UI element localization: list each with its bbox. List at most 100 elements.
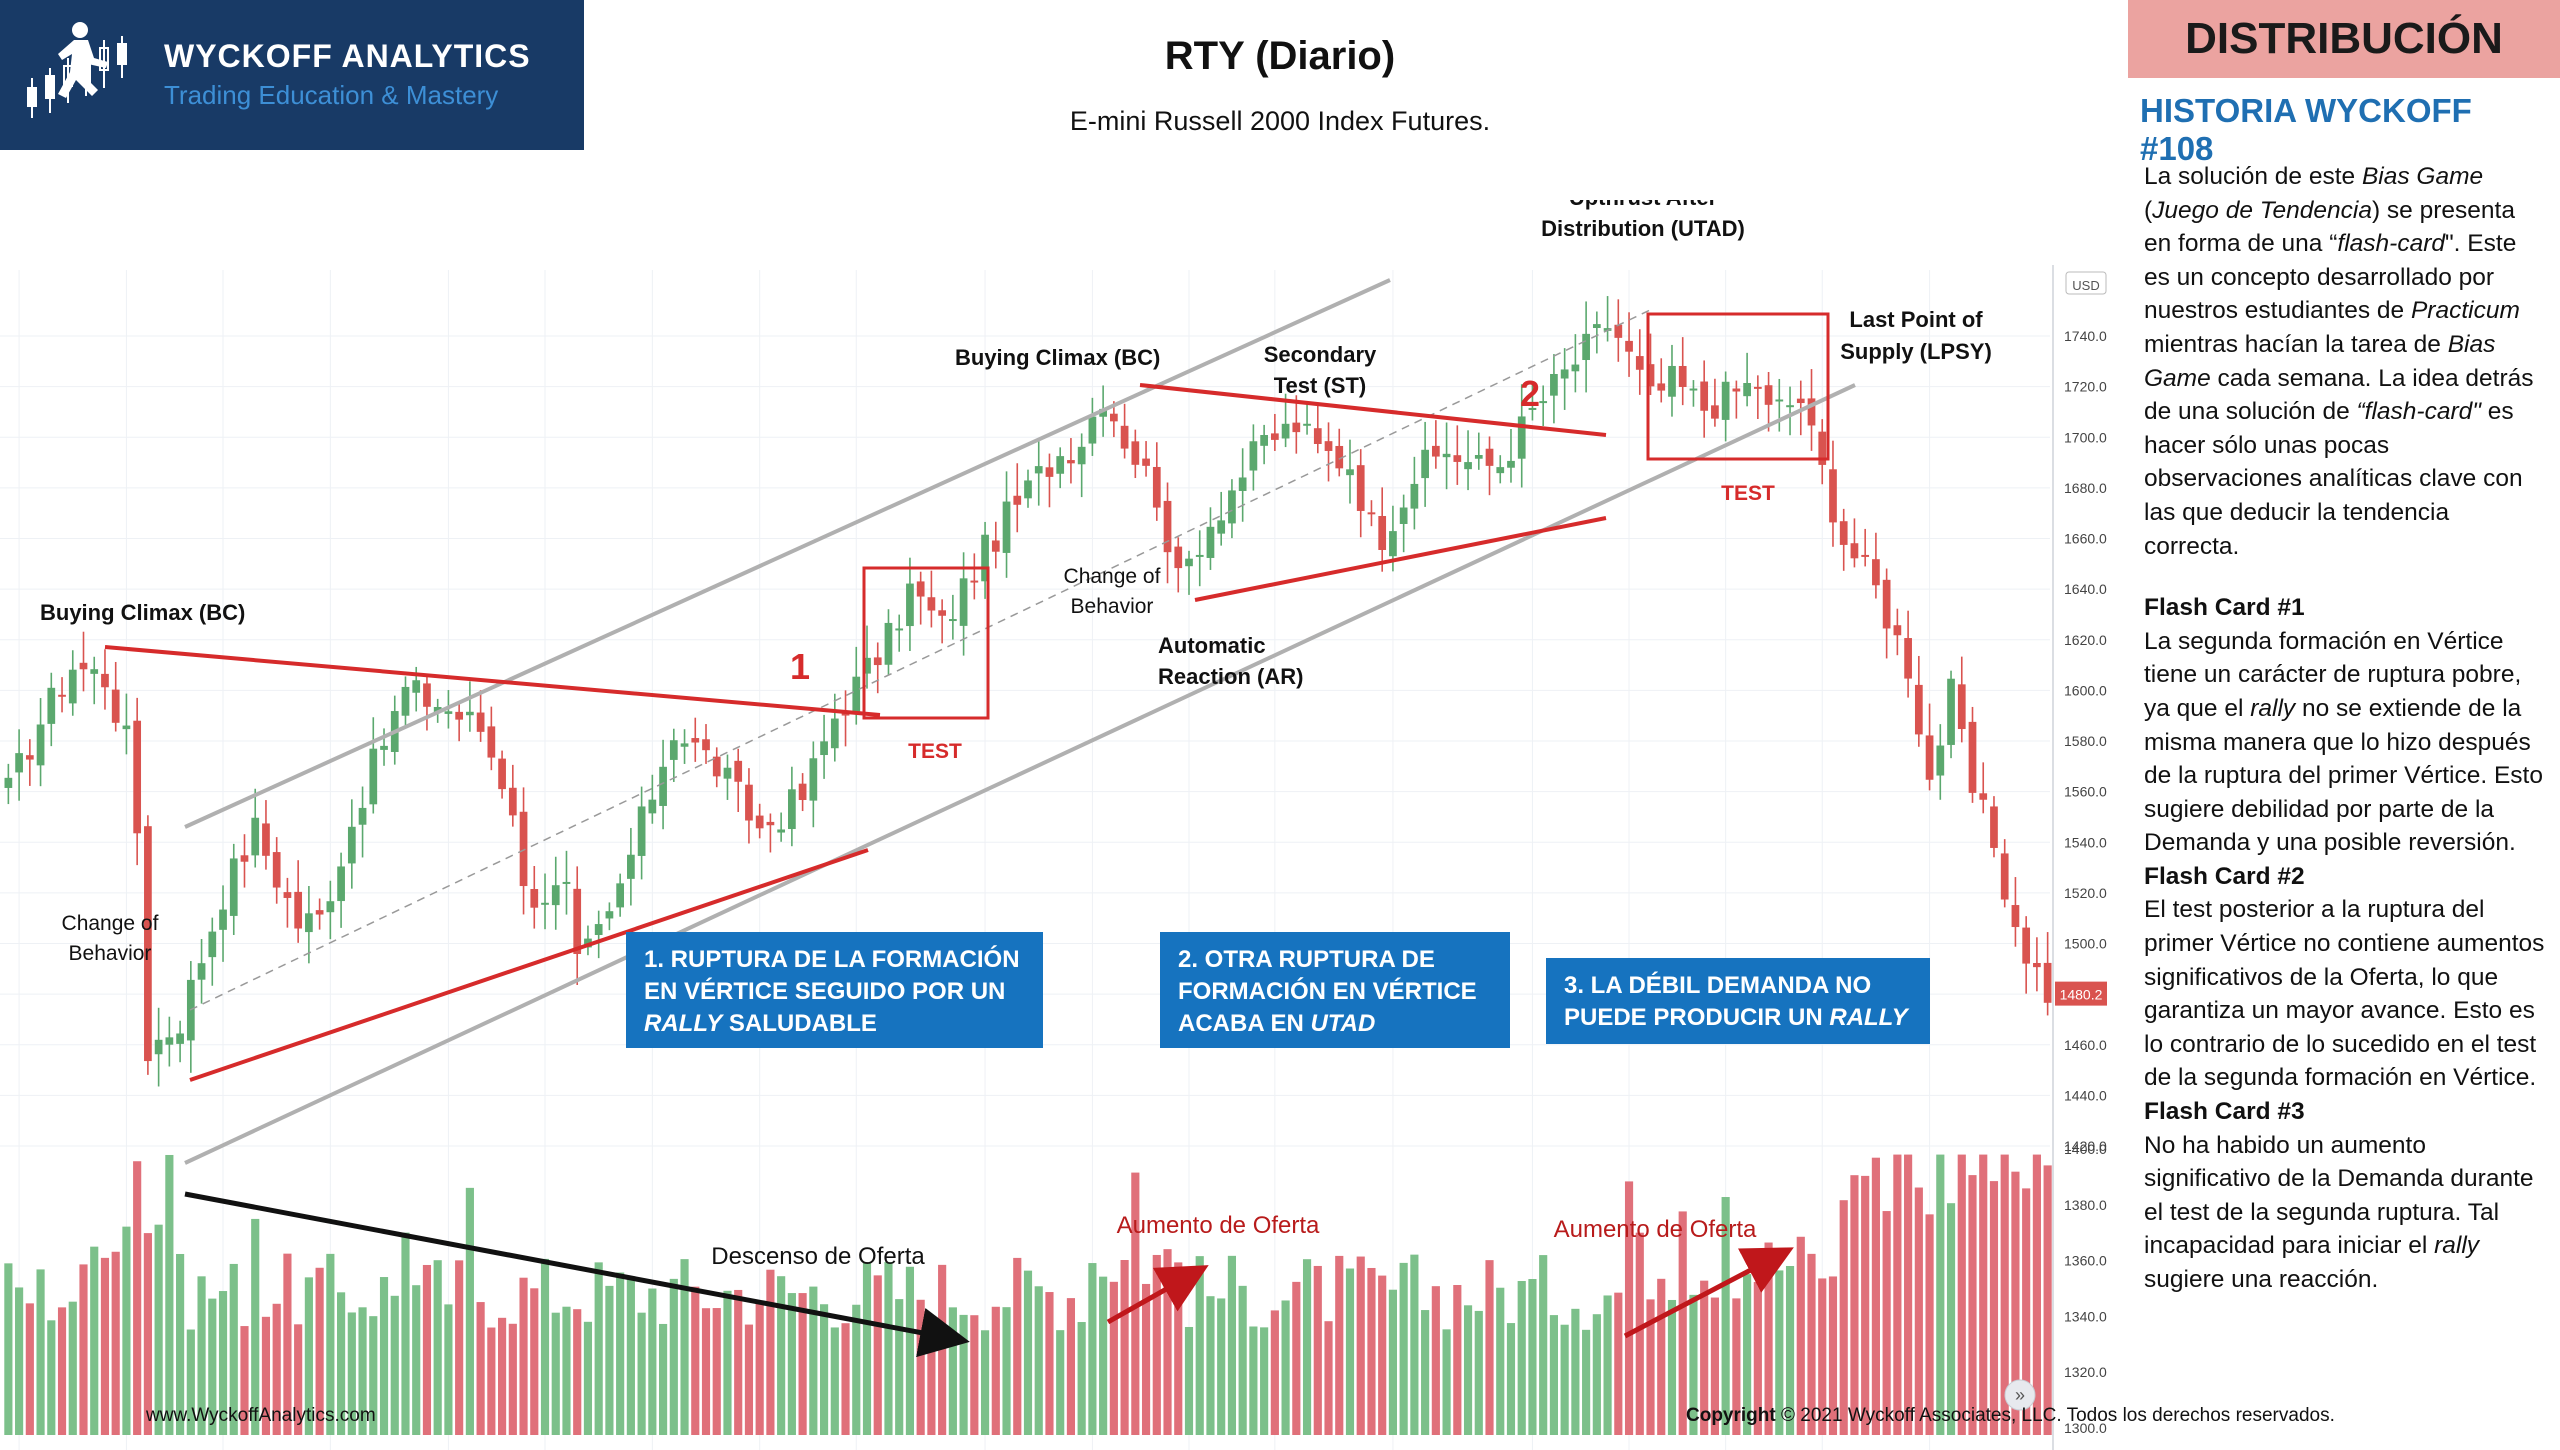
flash-card-text: rally <box>2434 1232 2480 1260</box>
candle-body <box>1496 467 1505 474</box>
volume-bar <box>240 1326 249 1435</box>
candle-body <box>1625 340 1633 352</box>
volume-bar <box>927 1327 936 1435</box>
volume-bar <box>465 1187 474 1435</box>
volume-bar <box>669 1278 678 1435</box>
currency-badge <box>2065 271 2107 295</box>
candle-body <box>1990 806 1998 848</box>
candle-body <box>745 784 753 821</box>
volume-bar <box>787 1293 796 1435</box>
flash-card-text: La segunda formación en Vértice tiene un… <box>2144 627 2522 722</box>
volume-bar <box>57 1307 67 1435</box>
volume-bar <box>1700 1280 1709 1435</box>
label-st: Test (ST) <box>1274 373 1366 398</box>
volume-bar <box>1979 1154 1988 1435</box>
candle-body <box>981 534 989 582</box>
candle-body <box>1550 373 1558 396</box>
side-panel-title: HISTORIA WYCKOFF #108 <box>2140 92 2472 167</box>
volume-bar <box>422 1264 432 1435</box>
volume-bar <box>1045 1292 1054 1435</box>
aumento-arrow-2 <box>1623 1247 1794 1339</box>
volume-bar <box>1356 1256 1365 1435</box>
volume-bar <box>1345 1268 1355 1435</box>
candle-body <box>1807 398 1816 426</box>
candle-body <box>1914 684 1923 735</box>
candle-body <box>144 826 152 1062</box>
volume-bar <box>766 1269 775 1435</box>
volume-bar <box>2011 1171 2020 1435</box>
side-intro-text: ". Este es un concepto desarrollado por … <box>2144 230 2517 325</box>
volume-bar <box>691 1286 700 1435</box>
candle-body <box>1614 324 1623 338</box>
label-utad: Distribution (UTAD) <box>1541 216 1745 241</box>
volume-bar <box>1485 1260 1494 1435</box>
side-intro-text: Practicum <box>2410 297 2520 325</box>
side-intro-text: Juego de Tendencia <box>2152 196 2372 224</box>
volume-bar <box>176 1253 185 1435</box>
volume-bar <box>197 1276 206 1435</box>
callout-text: PUEDE PRODUCIR UN <box>1564 1004 1830 1031</box>
volume-bar <box>294 1324 303 1435</box>
candle-body <box>1453 455 1462 462</box>
candle-body <box>1303 423 1311 426</box>
candle-body <box>1893 625 1902 636</box>
price-tick-label: 1600.0 <box>2064 682 2107 698</box>
volume-bar <box>251 1218 260 1435</box>
label-test-1: TEST <box>908 740 962 763</box>
callout-text: ACABA EN <box>1178 1010 1311 1037</box>
callout-text: 3. LA DÉBIL DEMANDA NO <box>1564 972 1872 999</box>
candle-body <box>1195 554 1204 557</box>
volume-bar <box>573 1309 582 1435</box>
candle-body <box>1399 507 1408 524</box>
callout-line: FORMACIÓN EN VÉRTICE <box>1178 976 1492 1008</box>
callout-text: RALLY <box>1829 1004 1908 1031</box>
candle-body <box>326 901 335 913</box>
volume-bar <box>347 1312 356 1435</box>
volume-bar <box>433 1260 442 1435</box>
volume-bar <box>4 1263 13 1435</box>
candle-body <box>412 680 421 693</box>
candle-body <box>1442 453 1451 458</box>
candle-body <box>1936 745 1945 776</box>
candle-body <box>176 1033 184 1044</box>
volume-bar <box>884 1262 893 1435</box>
volume-bar <box>1957 1154 1966 1435</box>
candle-body <box>1485 448 1494 466</box>
volume-bar <box>1657 1278 1666 1435</box>
side-intro-text: ) se presenta en forma de una “ <box>2144 196 2515 258</box>
brand-logo: WYCKOFF ANALYTICS Trading Education & Ma… <box>0 0 584 150</box>
candle-body <box>551 885 560 906</box>
volume-bar <box>1646 1299 1655 1435</box>
volume-bar <box>991 1306 1000 1435</box>
candle-body <box>938 610 946 616</box>
candle-body <box>637 806 646 856</box>
brand-name: WYCKOFF ANALYTICS <box>164 38 531 74</box>
volume-bar <box>15 1287 24 1435</box>
price-tick-label: 1420.0 <box>2064 1138 2107 1154</box>
candle-body <box>262 823 270 856</box>
candle-body <box>1099 408 1107 417</box>
candle-body <box>627 854 635 879</box>
candle-body <box>702 739 710 751</box>
candle-body <box>487 726 496 758</box>
volume-bar <box>1850 1175 1859 1435</box>
volume-bar <box>1785 1266 1795 1435</box>
flash-card-body: El test posterior a la ruptura del prime… <box>2144 893 2546 1095</box>
volume-bar <box>1378 1275 1387 1435</box>
volume-bar <box>916 1299 925 1435</box>
side-panel-text: La solución de este Bias Game (Juego de … <box>2144 160 2546 1297</box>
label-aumento-1: Aumento de Oferta <box>1117 1212 1320 1239</box>
volume-bar <box>1753 1281 1762 1435</box>
volume-bar <box>401 1232 410 1435</box>
candle-body <box>1507 460 1515 468</box>
candle-body <box>122 725 131 730</box>
volume-bar <box>530 1288 539 1435</box>
callout-text: FORMACIÓN EN VÉRTICE <box>1178 978 1477 1005</box>
volume-bar <box>841 1323 850 1435</box>
volume-bar <box>1163 1249 1172 1435</box>
volume-bar <box>1152 1254 1161 1435</box>
volume-bar <box>1732 1298 1741 1435</box>
side-intro-text: mientras hacían la tarea de <box>2144 330 2448 358</box>
volume-bar <box>648 1288 657 1435</box>
volume-bar <box>2032 1154 2041 1435</box>
